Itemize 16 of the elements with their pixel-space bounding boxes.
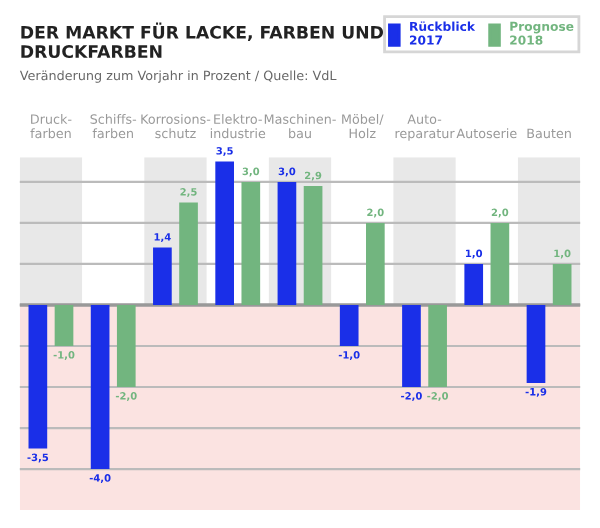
bar — [179, 202, 198, 305]
bar — [366, 222, 385, 305]
bar — [54, 304, 74, 346]
bar — [153, 247, 172, 305]
bar — [552, 263, 572, 305]
bar — [402, 304, 421, 388]
bar — [428, 304, 447, 388]
chart-title: DER MARKT FÜR LACKE, FARBEN UND DRUCKFARBEN — [21, 22, 383, 59]
bar — [490, 222, 510, 305]
bar — [215, 161, 234, 305]
bar — [464, 263, 484, 305]
bar — [116, 304, 136, 388]
bar — [526, 304, 546, 383]
bar — [90, 304, 110, 470]
bar — [241, 181, 261, 305]
bar — [339, 304, 359, 346]
